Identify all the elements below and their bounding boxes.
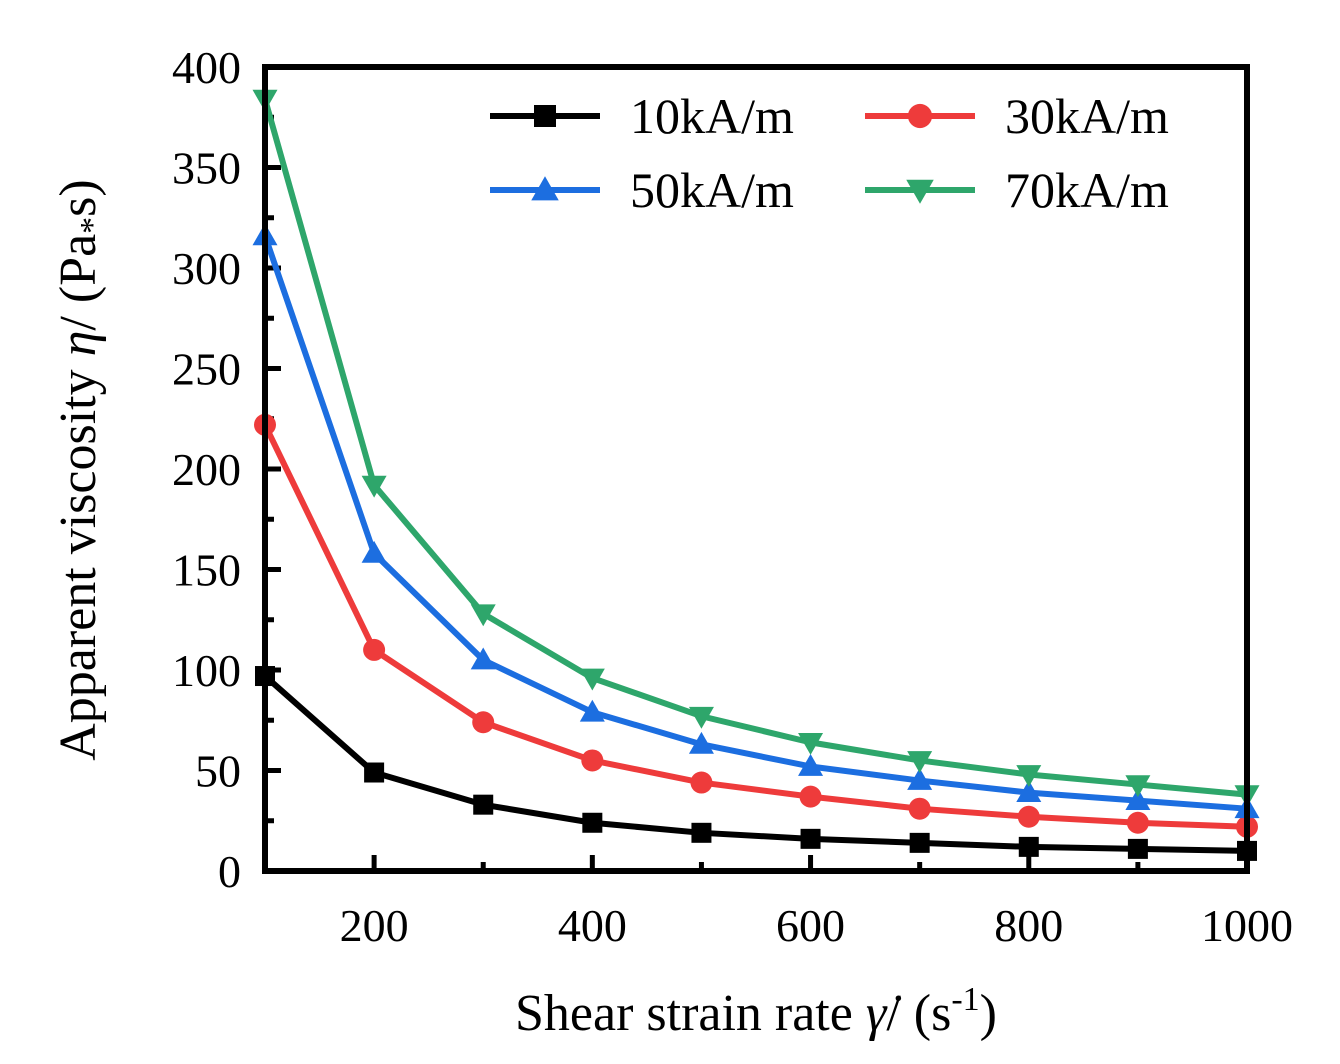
legend-label: 10kA/m — [630, 88, 794, 144]
y-tick-label: 50 — [195, 746, 241, 797]
data-point-50ka-m — [361, 540, 387, 563]
data-point-50ka-m — [688, 731, 714, 754]
data-point-70ka-m — [361, 475, 387, 498]
data-point-70ka-m — [798, 732, 824, 755]
series-30ka-m — [254, 413, 1258, 838]
data-point-70ka-m — [907, 751, 933, 773]
data-point-70ka-m — [579, 668, 605, 691]
y-tick-label: 100 — [172, 645, 241, 696]
legend-label: 50kA/m — [630, 162, 794, 218]
x-tick-label: 800 — [994, 900, 1063, 951]
data-point-10ka-m — [800, 828, 821, 849]
data-point-10ka-m — [1127, 838, 1148, 859]
legend-marker — [531, 176, 559, 201]
legend-label: 30kA/m — [1005, 88, 1169, 144]
data-point-70ka-m — [1016, 765, 1042, 788]
legend: 10kA/m 30kA/m 50kA/m 70kA/m — [490, 88, 1169, 218]
y-tick-label: 350 — [172, 143, 241, 194]
data-point-30ka-m — [799, 785, 822, 808]
x-tick-label: 600 — [776, 900, 845, 951]
data-point-50ka-m — [1125, 788, 1151, 811]
data-point-70ka-m — [688, 706, 714, 729]
legend-item: 70kA/m — [865, 162, 1169, 218]
legend-item: 30kA/m — [865, 88, 1169, 144]
legend-marker — [907, 103, 933, 129]
x-tick-label: 1000 — [1201, 900, 1293, 951]
data-point-30ka-m — [1126, 811, 1149, 834]
data-point-50ka-m — [798, 753, 824, 776]
data-point-30ka-m — [581, 749, 604, 772]
data-point-70ka-m — [470, 604, 496, 627]
data-point-50ka-m — [907, 768, 933, 790]
data-point-30ka-m — [363, 638, 386, 661]
data-point-50ka-m — [579, 699, 605, 722]
legend-item: 10kA/m — [490, 88, 794, 144]
plot-frame — [262, 64, 1250, 874]
data-point-10ka-m — [691, 822, 712, 843]
data-point-10ka-m — [582, 812, 603, 833]
data-point-10ka-m — [364, 762, 385, 783]
series-70ka-m — [252, 89, 1260, 808]
data-point-50ka-m — [1016, 780, 1042, 802]
legend-marker — [906, 179, 934, 204]
legend-item: 50kA/m — [490, 162, 794, 218]
data-point-10ka-m — [909, 832, 930, 853]
data-point-10ka-m — [473, 794, 494, 815]
series-line-50ka-m — [262, 234, 1248, 812]
y-tick-label: 150 — [172, 545, 241, 596]
y-tick-label: 400 — [172, 42, 241, 93]
series-line-30ka-m — [262, 423, 1248, 830]
data-point-10ka-m — [1018, 836, 1039, 857]
data-point-70ka-m — [1125, 775, 1151, 798]
data-point-30ka-m — [1017, 805, 1040, 828]
data-point-50ka-m — [470, 647, 496, 670]
data-point-30ka-m — [690, 771, 713, 794]
y-tick-label: 200 — [172, 444, 241, 495]
data-point-30ka-m — [472, 711, 495, 734]
legend-label: 70kA/m — [1005, 162, 1169, 218]
y-tick-label: 300 — [172, 243, 241, 294]
y-tick-label: 0 — [218, 846, 241, 897]
x-tick-label: 200 — [340, 900, 409, 951]
legend-marker — [534, 105, 556, 127]
series-line-70ka-m — [262, 98, 1248, 798]
x-tick-label: 400 — [558, 900, 627, 951]
x-axis-title: Shear strain rate γ̇/ (s-1) — [515, 981, 997, 1042]
y-axis-title: Apparent viscosity η/ (Pa*s) — [50, 179, 111, 761]
series-line-10ka-m — [263, 673, 1248, 854]
y-tick-label: 250 — [172, 344, 241, 395]
data-point-30ka-m — [908, 797, 931, 820]
